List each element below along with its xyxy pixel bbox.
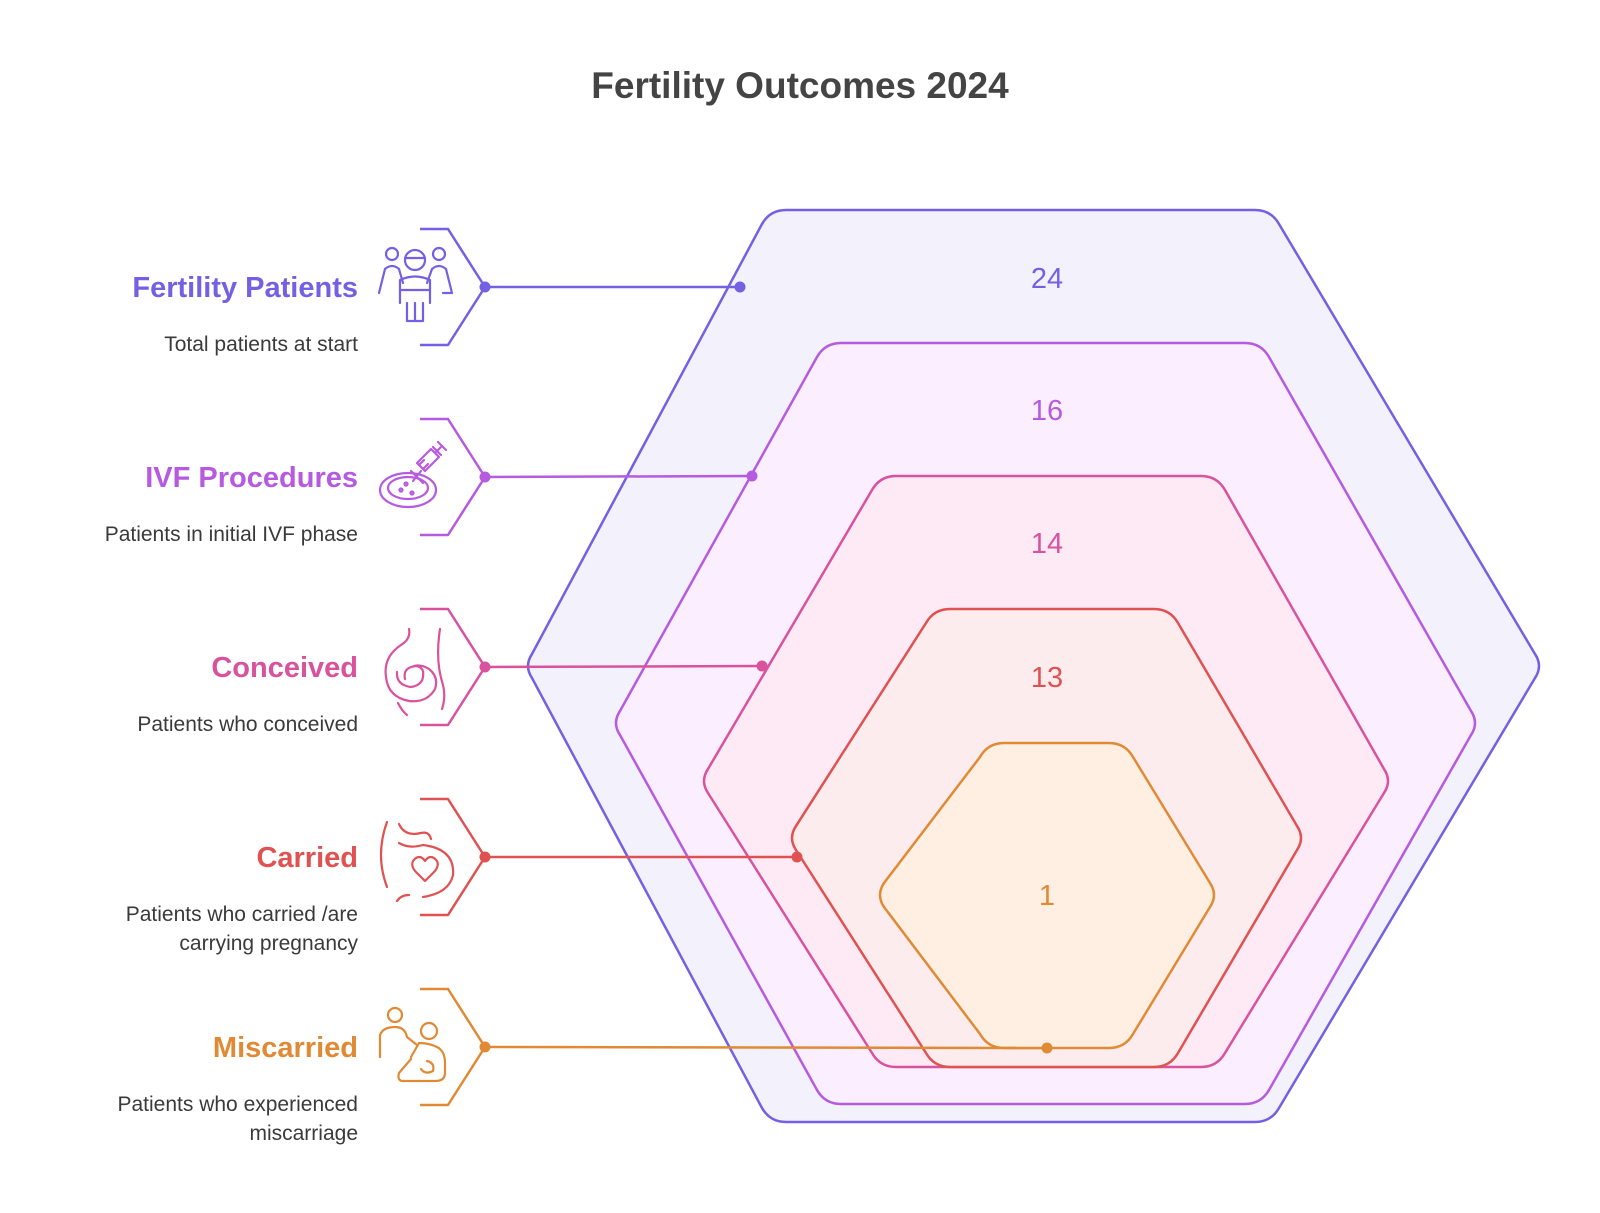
connector-end-dot-miscarried [1041,1042,1053,1054]
label-fertility-patients: Fertility Patients [132,272,358,304]
connector-lines [420,227,1053,1107]
description-conceived: Patients who conceived [137,713,358,736]
pregnant-belly-icon [384,627,446,717]
label-ivf-procedures: IVF Procedures [145,462,358,494]
hexagon-layers: 24 16 14 13 1 [526,208,1541,1124]
description-carried: Patients who carried /are [126,903,358,926]
value-conceived: 14 [1031,528,1063,560]
bracket-conceived [420,607,487,727]
value-fertility-patients: 24 [1031,263,1063,295]
description-carried: carrying pregnancy [179,932,358,955]
bracket-ivf-procedures [420,417,487,537]
label-carried: Carried [256,842,358,874]
stage-labels: Fertility Patients Total patients at star… [105,272,359,1145]
connector-miscarried [484,1045,1048,1050]
bracket-miscarried [420,987,487,1107]
connector-end-dot-carried [791,851,803,863]
family-patients-icon [377,246,454,323]
value-carried: 13 [1031,662,1063,694]
belly-heart-icon [379,820,455,903]
label-conceived: Conceived [211,652,358,684]
description-miscarried: miscarriage [249,1122,358,1145]
description-fertility-patients: Total patients at start [164,333,358,356]
bracket-fertility-patients [420,227,487,347]
diagram-title: Fertility Outcomes 2024 [591,65,1009,106]
connector-end-dot-conceived [756,660,768,672]
connector-conceived [484,664,763,669]
description-miscarried: Patients who experienced [118,1093,359,1116]
description-ivf-procedures: Patients in initial IVF phase [105,523,358,546]
connector-ivf-procedures [484,474,753,479]
hexagon-miscarried [878,741,1216,1050]
connector-end-dot-fertility-patients [734,281,746,293]
bracket-carried [420,797,487,917]
connector-end-dot-ivf-procedures [746,470,758,482]
label-miscarried: Miscarried [213,1032,358,1064]
syringe-petri-dish-icon [378,440,448,509]
caregiver-patient-icon [378,1006,447,1083]
value-ivf-procedures: 16 [1031,395,1063,427]
value-miscarried: 1 [1039,880,1055,912]
stage-icons [377,246,455,1083]
